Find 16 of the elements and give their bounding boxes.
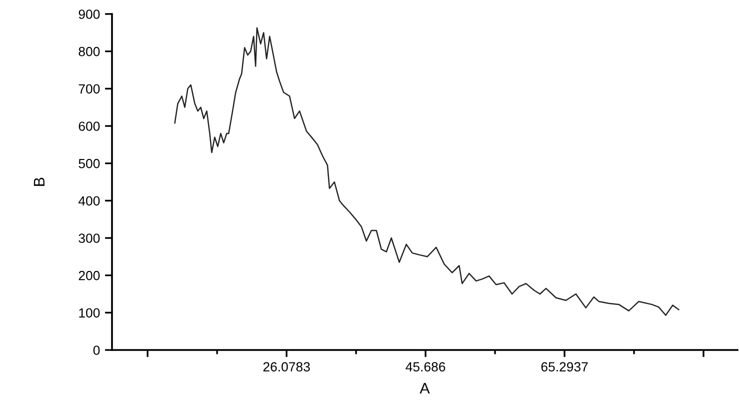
y-tick-label: 700 [78, 84, 100, 94]
y-tick-label: 500 [78, 158, 100, 168]
y-tick-label: 800 [78, 46, 100, 56]
x-tick-label: 45.686 [406, 362, 446, 372]
y-tick-label: 300 [78, 234, 100, 243]
line-series [174, 27, 680, 316]
y-axis-title: B [34, 178, 44, 186]
y-tick-label: 400 [78, 196, 100, 206]
y-tick-label: 0 [93, 346, 100, 355]
y-tick-label: 600 [78, 122, 100, 131]
x-axis-title: A [420, 383, 430, 394]
x-tick-label: 65.2937 [541, 362, 588, 372]
x-tick-label: 26.0783 [263, 362, 310, 372]
y-tick-label: 200 [78, 270, 100, 280]
y-tick-label: 100 [79, 308, 100, 318]
y-tick-label: 900 [78, 10, 100, 19]
